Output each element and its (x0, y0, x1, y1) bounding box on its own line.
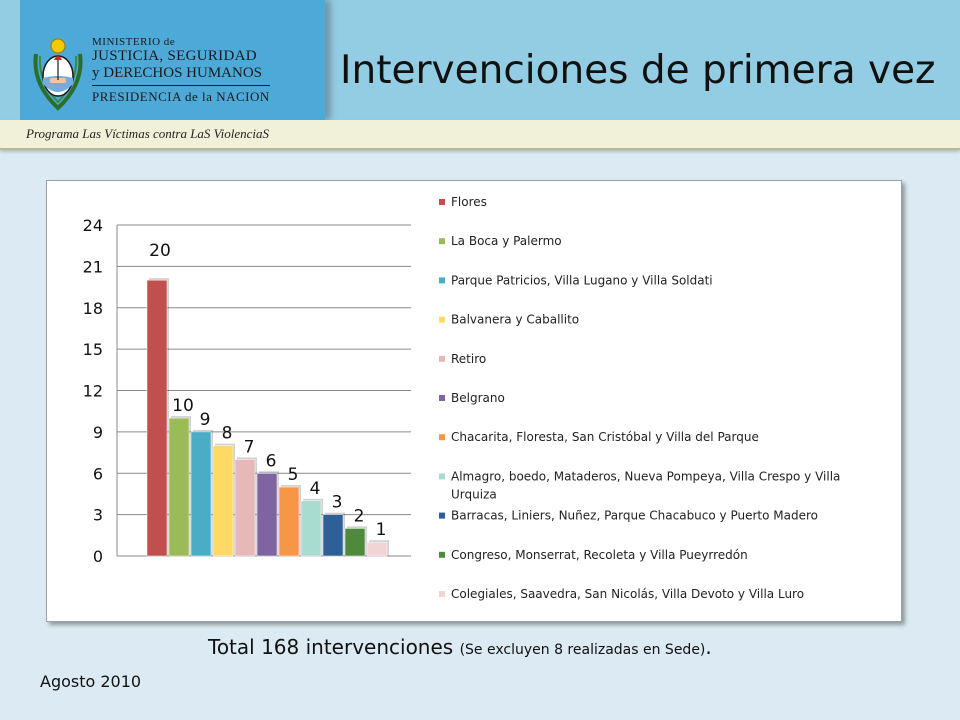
bar-4 (234, 459, 256, 557)
y-tick-label-3: 9 (93, 423, 103, 442)
legend-swatch-5 (439, 395, 445, 401)
legend-swatch-2 (439, 277, 445, 284)
legend-swatch-0 (439, 199, 445, 205)
legend-label-line: Almagro, boedo, Mataderos, Nueva Pompeya… (451, 469, 840, 483)
y-tick-label-1: 3 (93, 506, 103, 525)
bar-2 (190, 431, 212, 557)
data-label-0: 20 (149, 241, 171, 261)
data-label-8: 3 (332, 493, 343, 513)
bar-5 (256, 473, 278, 557)
data-label-7: 4 (310, 479, 321, 499)
y-tick-label-7: 21 (83, 257, 103, 276)
program-name: Programa Las Víctimas contra LaS Violenc… (26, 126, 270, 141)
total-main: Total 168 intervenciones (208, 635, 454, 659)
legend-label-line: La Boca y Palermo (451, 234, 562, 248)
program-band: Programa Las Víctimas contra LaS Violenc… (0, 120, 960, 150)
legend-label-line: Belgrano (451, 391, 505, 405)
legend-swatch-8 (439, 512, 445, 519)
data-label-5: 6 (266, 451, 277, 471)
ministry-line-2: JUSTICIA, SEGURIDAD (92, 48, 257, 64)
legend-swatch-1 (439, 238, 445, 245)
y-tick-label-8: 24 (83, 216, 103, 235)
ministry-name: MINISTERIO de JUSTICIA, SEGURIDAD y DERE… (92, 36, 270, 105)
legend-label-line: Congreso, Monserrat, Recoleta y Villa Pu… (451, 548, 748, 562)
legend-label-8: Barracas, Liniers, Nuñez, Parque Chacabu… (451, 509, 818, 523)
data-label-10: 1 (376, 520, 387, 540)
legend-label-0: Flores (451, 195, 487, 209)
bar-1 (168, 417, 190, 557)
y-tick-label-0: 0 (93, 547, 103, 566)
bar-10 (366, 541, 388, 557)
y-tick-label-5: 15 (83, 340, 103, 359)
legend-label-6: Chacarita, Floresta, San Cristóbal y Vil… (451, 430, 759, 444)
ministry-divider (92, 85, 270, 86)
data-label-9: 2 (354, 506, 365, 526)
bar-3 (212, 445, 234, 557)
ministry-line-4: PRESIDENCIA de la NACION (92, 89, 270, 104)
bar-7 (300, 500, 322, 557)
legend-swatch-3 (439, 316, 445, 323)
legend-label-1: La Boca y Palermo (451, 234, 562, 248)
legend-label-5: Belgrano (451, 391, 505, 405)
data-label-4: 7 (244, 437, 255, 457)
legend-swatch-7 (439, 473, 445, 480)
total-end: . (705, 635, 712, 659)
chart-frame: 0 3 6 9 12 15 18 21 24 20 10 9 8 7 6 5 4 3 2 1 Flores La Boca… (46, 180, 902, 622)
legend-label-3: Balvanera y Caballito (451, 313, 579, 327)
legend-label-line: Colegiales, Saavedra, San Nicolás, Villa… (451, 587, 804, 601)
ministry-line-1: MINISTERIO de (92, 36, 176, 48)
y-tick-label-2: 6 (93, 464, 103, 483)
data-label-2: 9 (200, 410, 211, 430)
ministry-logo-box: MINISTERIO de JUSTICIA, SEGURIDAD y DERE… (20, 0, 325, 120)
legend-label-7: Almagro, boedo, Mataderos, Nueva Pompeya… (451, 469, 840, 501)
legend-label-line: Urquiza (451, 487, 497, 501)
legend-label-2: Parque Patricios, Villa Lugano y Villa S… (451, 273, 713, 287)
total-note: (Se excluyen 8 realizadas en Sede) (459, 642, 706, 658)
y-tick-label-4: 12 (83, 382, 103, 401)
total-summary: Total 168 intervenciones (Se excluyen 8 … (208, 635, 712, 659)
legend-swatch-6 (439, 434, 445, 441)
legend-swatch-4 (439, 355, 445, 362)
bar-6 (278, 486, 300, 557)
legend-label-line: Chacarita, Floresta, San Cristóbal y Vil… (451, 430, 759, 444)
legend-label-line: Barracas, Liniers, Nuñez, Parque Chacabu… (451, 509, 818, 523)
data-label-6: 5 (288, 465, 299, 485)
data-label-3: 8 (222, 424, 233, 444)
legend-label-10: Colegiales, Saavedra, San Nicolás, Villa… (451, 587, 804, 601)
ministry-line-3: y DERECHOS HUMANOS (92, 65, 263, 81)
legend-label-line: Parque Patricios, Villa Lugano y Villa S… (451, 273, 713, 287)
report-date: Agosto 2010 (40, 672, 142, 691)
bar-0 (146, 279, 168, 557)
legend-label-4: Retiro (451, 352, 486, 366)
legend-swatch-10 (439, 591, 445, 597)
bar-8 (322, 514, 344, 557)
legend-label-9: Congreso, Monserrat, Recoleta y Villa Pu… (451, 548, 748, 562)
argentina-crest-icon (33, 38, 83, 111)
legend-label-line: Retiro (451, 352, 486, 366)
legend-label-line: Flores (451, 195, 487, 209)
legend-label-line: Balvanera y Caballito (451, 313, 579, 327)
y-tick-label-6: 18 (83, 299, 103, 318)
data-label-1: 10 (172, 396, 194, 416)
page-title: Intervenciones de primera vez (340, 48, 936, 93)
bar-9 (344, 528, 366, 557)
legend-swatch-9 (439, 551, 445, 558)
